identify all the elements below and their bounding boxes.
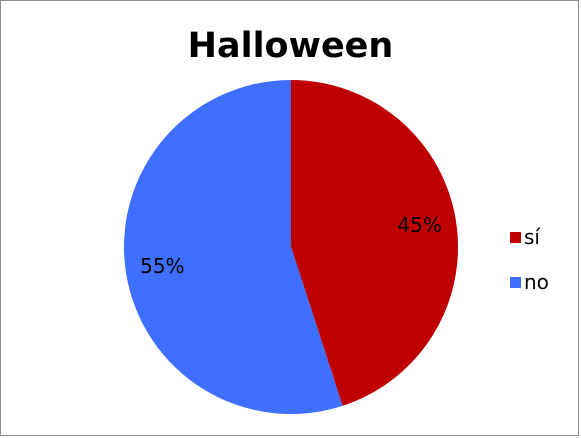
- legend-swatch-si: [510, 231, 521, 243]
- legend-label-no: no: [524, 270, 549, 294]
- legend-item-no: no: [510, 271, 549, 293]
- pie-slice-1: [124, 80, 343, 414]
- legend-item-si: sí: [510, 226, 549, 248]
- legend: sí no: [510, 226, 549, 316]
- legend-label-si: sí: [524, 225, 540, 249]
- legend-swatch-no: [510, 276, 521, 288]
- data-label-0: 45%: [397, 213, 441, 237]
- pie-slice-0: [291, 80, 459, 406]
- pie-data-labels: 45% 55%: [140, 213, 442, 278]
- pie-slices: [124, 80, 459, 414]
- data-label-1: 55%: [140, 254, 184, 278]
- chart-title: Halloween: [187, 26, 394, 66]
